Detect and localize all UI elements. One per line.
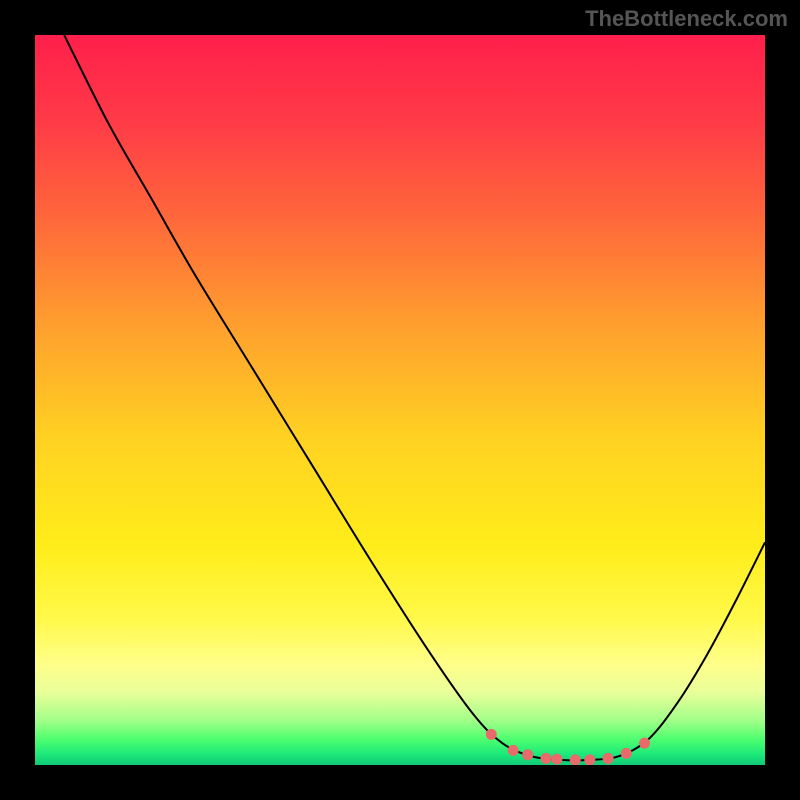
curve-marker [508,745,519,756]
curve-marker [541,753,552,764]
curve-layer [35,35,765,765]
watermark-text: TheBottleneck.com [585,6,788,32]
curve-marker [522,749,533,760]
bottleneck-curve [64,35,765,760]
curve-marker [621,748,632,759]
curve-marker [551,754,562,765]
curve-marker [570,754,581,765]
curve-marker [584,754,595,765]
curve-marker [486,729,497,740]
curve-marker [603,753,614,764]
curve-marker [639,738,650,749]
plot-area [35,35,765,765]
